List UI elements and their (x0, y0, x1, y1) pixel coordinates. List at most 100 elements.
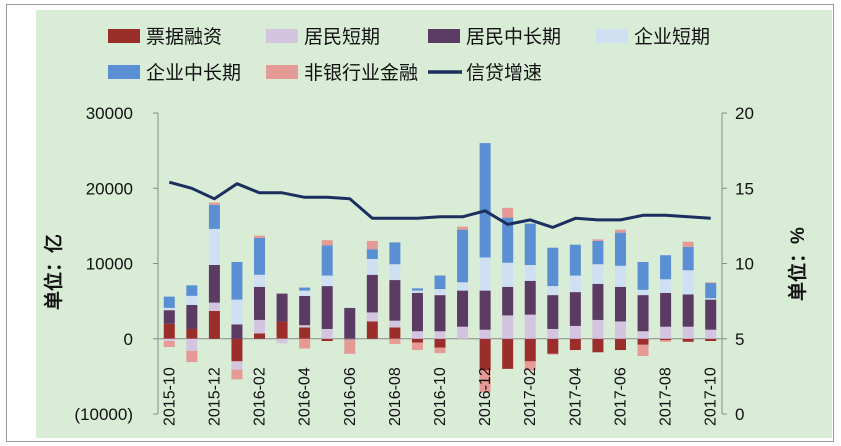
bar-segment (389, 320, 401, 328)
bar-segment (457, 226, 469, 230)
credit-growth-line (168, 180, 711, 229)
legend-swatch (108, 65, 140, 79)
bar-segment (434, 275, 446, 290)
bar-segment (705, 338, 717, 342)
bar-segment (163, 323, 175, 339)
legend-swatch (266, 65, 298, 79)
bar-segment (434, 289, 446, 296)
bar-segment (411, 342, 423, 351)
tick-labels: (10000) 0 10000 20000 30000 0 5 10 15 20 2015-10 20… (74, 104, 754, 426)
x-tick-label: 2015-12 (206, 367, 223, 426)
bar-segment (299, 290, 311, 296)
bar-segment (411, 292, 423, 332)
bar-segment (637, 344, 649, 357)
right-tick-label: 10 (735, 255, 754, 274)
bar-segment (276, 338, 288, 344)
bar-segment (321, 240, 333, 246)
bar-segment (231, 261, 243, 300)
x-tick-label: 2016-04 (297, 367, 314, 426)
left-tick-label: 20000 (86, 179, 133, 198)
bar-segment (321, 328, 333, 339)
left-axis-title: 单位：亿 (42, 234, 65, 310)
bar-segment (163, 296, 175, 308)
x-tick-label: 2016-10 (432, 367, 449, 426)
bar-segment (502, 338, 514, 369)
bar-segment (254, 286, 266, 320)
bar-segment (321, 286, 333, 329)
bar-segment (254, 235, 266, 238)
bar-segment (547, 353, 559, 355)
bar-segment (592, 239, 604, 241)
x-tick-label: 2016-06 (342, 367, 359, 426)
bar-segment (231, 299, 243, 325)
legend-swatch (428, 29, 460, 43)
bar-segment (457, 229, 469, 283)
bar-segment (705, 329, 717, 339)
bar-segment (344, 307, 356, 308)
bar-segment (186, 295, 198, 305)
bar-segment (254, 237, 266, 275)
bar-segment (705, 282, 717, 284)
right-axis-title: 单位：% (786, 227, 809, 301)
bar-segment (208, 204, 220, 229)
bar-segment (231, 324, 243, 339)
bar-segment (524, 223, 536, 266)
right-tick-label: 5 (735, 330, 744, 349)
bar-segment (231, 369, 243, 380)
bar-segment (682, 246, 694, 271)
bar-segment (569, 292, 581, 326)
bar-segment (502, 217, 514, 263)
bar-segment (208, 310, 220, 339)
bar-segment (457, 282, 469, 291)
legend-label: 居民短期 (304, 26, 380, 48)
line-layer (168, 180, 711, 229)
bar-segment (569, 275, 581, 293)
bar-segment (682, 270, 694, 295)
bar-segment (660, 279, 672, 293)
bar-segment (163, 310, 175, 324)
bar-segment (434, 331, 446, 339)
legend-label: 企业中长期 (146, 62, 241, 84)
bar-segment (637, 261, 649, 290)
x-tick-label: 2015-10 (161, 367, 178, 426)
bar-segment (366, 240, 378, 250)
right-tick-label: 20 (735, 104, 754, 123)
bar-segment (299, 287, 311, 291)
bar-segment (479, 329, 491, 339)
bar-segment (411, 331, 423, 339)
bar-segment (389, 264, 401, 281)
bar-segment (479, 370, 491, 393)
bar-segment (592, 240, 604, 265)
bar-segment (614, 229, 626, 233)
bar-segment (524, 361, 536, 371)
bar-segment (208, 265, 220, 303)
bar-segment (208, 202, 220, 205)
legend-label: 非银行业金融 (304, 62, 418, 84)
bar-segment (299, 338, 311, 349)
bar-segment (502, 315, 514, 339)
bar-segment (186, 304, 198, 329)
bar-segment (502, 207, 514, 218)
bar-segment (547, 247, 559, 287)
bar-segment (682, 338, 694, 342)
bar-segment (366, 258, 378, 275)
right-tick-label: 0 (735, 405, 744, 424)
bar-segment (660, 292, 672, 327)
x-tick-label: 2016-02 (252, 367, 269, 426)
bar-segment (344, 307, 356, 338)
bar-segment (321, 275, 333, 287)
bar-segment (344, 337, 356, 339)
x-tick-label: 2017-02 (522, 367, 539, 426)
legend-swatch (596, 29, 628, 43)
bar-segment (366, 249, 378, 259)
bar-segment (682, 326, 694, 339)
bar-segment (389, 242, 401, 265)
legend-label: 票据融资 (146, 26, 222, 48)
bar-segment (479, 143, 491, 258)
bar-segment (592, 283, 604, 320)
bar-segment (434, 295, 446, 332)
bar-segment (321, 338, 333, 342)
bar-segment (637, 338, 649, 345)
bar-segment (254, 274, 266, 287)
